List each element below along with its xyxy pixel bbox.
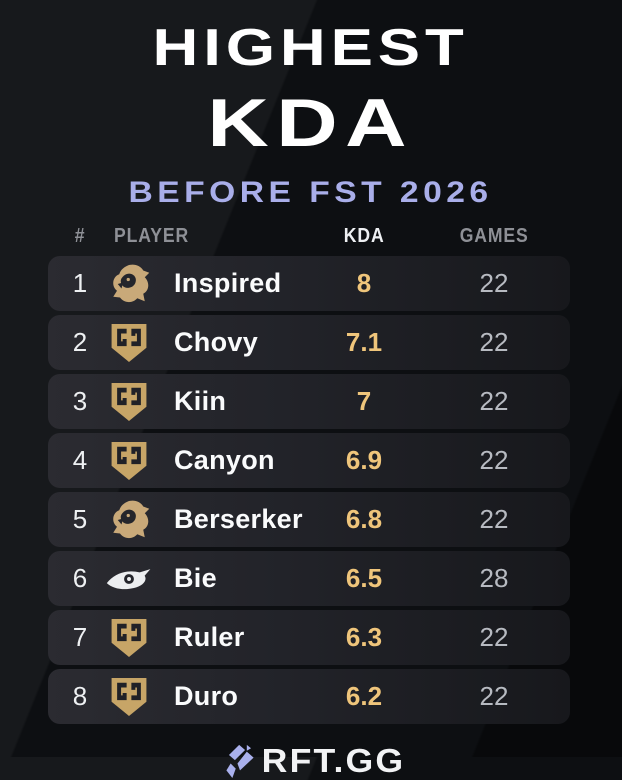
team-secret-icon [100,565,158,593]
rank-value: 4 [72,445,88,475]
player-name: Ruler [174,622,245,652]
table-header-row: # PLAYER KDA GAMES [48,220,570,252]
kda-value: 6.8 [345,504,383,534]
rank-value: 7 [72,622,88,652]
subtitle-text: BEFORE FST 2026 [128,176,494,209]
rank-value: 3 [72,386,88,416]
table-row: 1 Inspired 8 22 [48,256,570,311]
title-line2-text: KDA [207,85,415,161]
games-value: 22 [479,445,509,475]
title-line2: KDA [0,84,622,162]
rank-value: 5 [72,504,88,534]
rank-value: 6 [72,563,88,593]
team-geng-icon [100,322,158,364]
header-player: PLAYER [114,224,190,247]
header-games: GAMES [459,224,529,247]
player-name: Berserker [174,504,303,534]
table-body: 1 Inspired 8 22 2 Chovy 7.1 22 3 Kiin 7 … [48,256,570,724]
table-row: 7 Ruler 6.3 22 [48,610,570,665]
footer-brand: RFT.GG [0,742,622,780]
title-line1-text: HIGHEST [152,19,470,77]
player-name: Kiin [174,386,227,416]
games-value: 22 [479,386,509,416]
games-value: 22 [479,622,509,652]
player-name: Bie [174,563,217,593]
kda-value: 6.9 [345,445,383,475]
infographic: HIGHEST KDA BEFORE FST 2026 # PLAYER KDA… [0,18,622,779]
table-row: 5 Berserker 6.8 22 [48,492,570,547]
table-row: 8 Duro 6.2 22 [48,669,570,724]
team-geng-icon [100,617,158,659]
player-name: Canyon [174,445,275,475]
games-value: 22 [479,681,509,711]
games-value: 22 [479,327,509,357]
player-name: Chovy [174,327,259,357]
rank-value: 8 [72,681,88,711]
title-line1: HIGHEST [0,18,622,78]
team-geng-icon [100,676,158,718]
table-row: 4 Canyon 6.9 22 [48,433,570,488]
header-kda: KDA [343,224,385,247]
kda-value: 7 [356,386,372,416]
team-lion-icon [100,499,158,541]
player-name: Duro [174,681,239,711]
kda-value: 8 [356,268,372,298]
kda-value: 7.1 [345,327,383,357]
games-value: 28 [479,563,509,593]
rank-value: 1 [72,268,88,298]
table-row: 6 Bie 6.5 28 [48,551,570,606]
kda-value: 6.2 [345,681,383,711]
table-row: 2 Chovy 7.1 22 [48,315,570,370]
subtitle: BEFORE FST 2026 [0,176,622,210]
kda-value: 6.5 [345,563,383,593]
table-row: 3 Kiin 7 22 [48,374,570,429]
team-geng-icon [100,440,158,482]
games-value: 22 [479,268,509,298]
brand-text: RFT.GG [261,742,405,779]
header-rank: # [74,224,86,247]
kda-value: 6.3 [345,622,383,652]
player-name: Inspired [174,268,282,298]
rft-logo-icon [225,744,254,778]
team-geng-icon [100,381,158,423]
rank-value: 2 [72,327,88,357]
team-lion-icon [100,263,158,305]
leaderboard-table: # PLAYER KDA GAMES 1 Inspired 8 22 2 Cho… [48,220,570,724]
games-value: 22 [479,504,509,534]
